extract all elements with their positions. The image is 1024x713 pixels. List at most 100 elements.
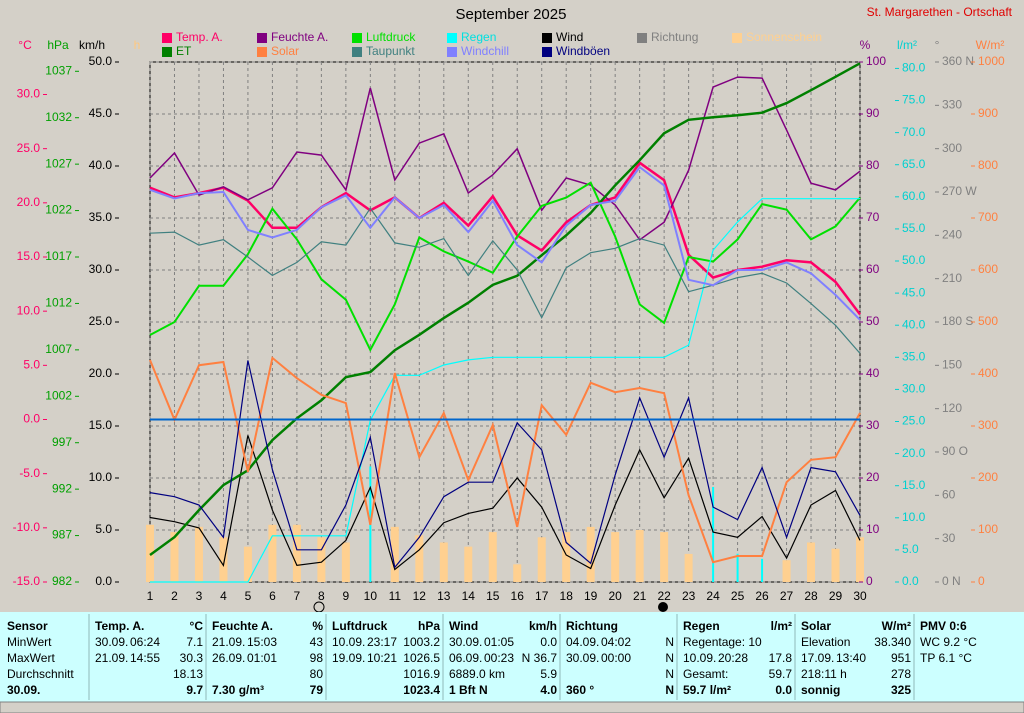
series-bar xyxy=(807,542,816,582)
table-cell: 30.09. xyxy=(7,683,40,697)
y-tick-label: 25.0 xyxy=(89,314,113,328)
x-tick-label: 11 xyxy=(389,589,402,603)
y-tick-label: 80.0 xyxy=(902,61,926,75)
axis-unit: W/m² xyxy=(976,38,1005,52)
table-cell: 7.30 g/m³ xyxy=(212,683,264,697)
table-cell: 10.09. xyxy=(332,635,365,649)
legend-label: Regen xyxy=(461,30,496,44)
y-tick-label: 20.0 xyxy=(89,366,113,380)
x-tick-label: 22 xyxy=(657,589,671,603)
legend-label: Richtung xyxy=(651,30,698,44)
table-cell: 06.09. xyxy=(449,651,482,665)
table-cell: 30.09. xyxy=(449,635,482,649)
y-tick-label: 10.0 xyxy=(89,470,113,484)
table-cell: 0.0 xyxy=(540,635,557,649)
series-line xyxy=(149,62,861,557)
y-tick-label: 0 N xyxy=(942,574,961,588)
y-tick-label: 5.0 xyxy=(23,358,40,372)
table-cell: 15:03 xyxy=(247,635,277,649)
series-bar xyxy=(194,526,203,582)
y-tick-label: 50.0 xyxy=(902,253,926,267)
x-tick-label: 16 xyxy=(511,589,525,603)
table-cell: 00:00 xyxy=(601,651,631,665)
y-tick-label: 30 xyxy=(942,531,956,545)
y-tick-label: 982 xyxy=(52,574,72,588)
y-tick-label: 30.0 xyxy=(89,262,113,276)
legend-label: Windböen xyxy=(556,44,610,58)
series-bar xyxy=(856,537,864,582)
x-tick-label: 26 xyxy=(755,589,769,603)
chart-title: September 2025 xyxy=(456,6,567,23)
y-tick-label: 240 xyxy=(942,228,962,242)
legend-label: Temp. A. xyxy=(176,30,223,44)
legend-label: Feuchte A. xyxy=(271,30,328,44)
axis-unit: % xyxy=(860,38,871,52)
legend-swatch xyxy=(542,33,552,43)
table-cell: hPa xyxy=(418,619,440,633)
series-bar xyxy=(660,532,669,582)
series-bar xyxy=(562,532,571,582)
table-cell: Richtung xyxy=(566,619,618,633)
series-bar xyxy=(219,537,228,582)
y-tick-label: 15.0 xyxy=(902,478,926,492)
series-bar xyxy=(170,532,179,582)
table-cell: 59.7 xyxy=(769,667,793,681)
x-tick-label: 18 xyxy=(560,589,574,603)
table-cell: W/m² xyxy=(882,619,911,633)
series-bar xyxy=(341,542,350,582)
legend-label: Wind xyxy=(556,30,583,44)
table-cell: Wind xyxy=(449,619,478,633)
table-cell: MinWert xyxy=(7,635,52,649)
legend-swatch xyxy=(352,47,362,57)
table-cell: 7.1 xyxy=(186,635,203,649)
table-cell: Luftdruck xyxy=(332,619,388,633)
table-cell: sonnig xyxy=(801,683,840,697)
table-cell: 17.09. xyxy=(801,651,834,665)
legend-swatch xyxy=(162,33,172,43)
table-cell: 04.09. xyxy=(566,635,599,649)
table-cell: km/h xyxy=(529,619,557,633)
y-tick-label: 60.0 xyxy=(902,189,926,203)
table-cell: MaxWert xyxy=(7,651,55,665)
y-tick-label: 60 xyxy=(942,488,956,502)
y-tick-label: 90 xyxy=(866,106,880,120)
series-bar xyxy=(292,524,301,582)
series-bar xyxy=(736,553,739,582)
series-bar xyxy=(439,542,448,582)
table-cell: 0.0 xyxy=(775,683,792,697)
y-tick-label: 600 xyxy=(978,262,998,276)
y-tick-label: 1032 xyxy=(45,110,72,124)
y-tick-label: 25.0 xyxy=(902,414,926,428)
legend-label: Windchill xyxy=(461,44,509,58)
y-tick-label: 40 xyxy=(866,366,880,380)
table-cell: 59.7 l/m² xyxy=(683,683,731,697)
table-cell: 98 xyxy=(310,651,324,665)
table-cell: 4.0 xyxy=(540,683,557,697)
x-tick-label: 4 xyxy=(220,589,227,603)
table-cell: Regentage: 10 xyxy=(683,635,762,649)
y-tick-label: 400 xyxy=(978,366,998,380)
table-cell: 01:01 xyxy=(247,651,277,665)
table-cell: Gesamt: xyxy=(683,667,728,681)
y-tick-label: 5.0 xyxy=(902,542,919,556)
axis-unit: l/m² xyxy=(897,38,917,52)
y-tick-label: 80 xyxy=(866,158,880,172)
table-cell: 20:28 xyxy=(718,651,748,665)
table-cell: WC 9.2 °C xyxy=(920,635,977,649)
y-tick-label: -5.0 xyxy=(19,466,40,480)
table-cell: 18.13 xyxy=(173,667,203,681)
series-bar xyxy=(831,548,840,582)
y-tick-label: 25.0 xyxy=(17,141,41,155)
y-tick-label: 500 xyxy=(978,314,998,328)
y-tick-label: 1012 xyxy=(45,296,72,310)
y-tick-label: 5.0 xyxy=(95,522,112,536)
y-tick-label: 992 xyxy=(52,481,72,495)
y-tick-label: 120 xyxy=(942,401,962,415)
y-tick-label: 90 O xyxy=(942,444,968,458)
y-tick-label: 0.0 xyxy=(23,412,40,426)
series-bar xyxy=(782,560,791,582)
legend-swatch xyxy=(257,33,267,43)
table-cell: N xyxy=(665,683,674,697)
y-tick-label: 1027 xyxy=(45,156,72,170)
y-tick-label: 45.0 xyxy=(902,285,926,299)
